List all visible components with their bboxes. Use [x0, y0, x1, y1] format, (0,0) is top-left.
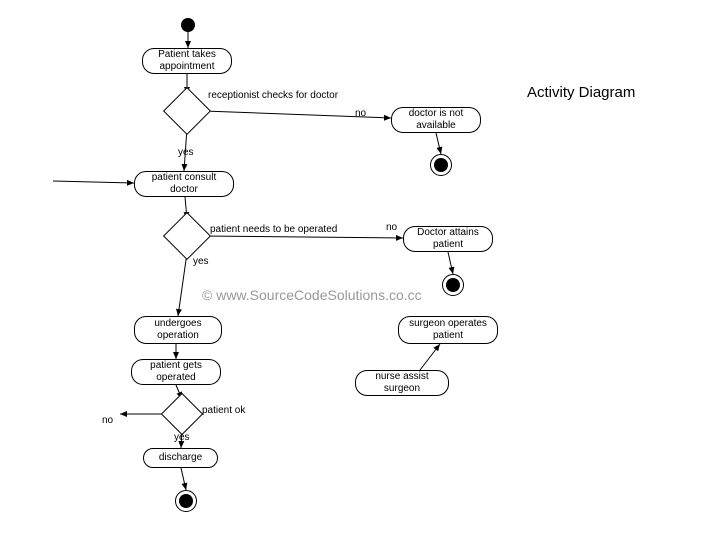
activity-node: surgeon operates patient: [398, 316, 498, 344]
activity-node: nurse assist surgeon: [355, 370, 449, 396]
edge-label: no: [102, 415, 113, 426]
activity-node: patient gets operated: [131, 359, 221, 385]
edge-label: no: [386, 222, 397, 233]
watermark-text: © www.SourceCodeSolutions.co.cc: [202, 287, 422, 303]
edge: [204, 236, 403, 238]
initial-node: [181, 18, 195, 32]
activity-node: doctor is not available: [391, 107, 481, 133]
activity-node: Patient takes appointment: [142, 48, 232, 74]
decision-node: [163, 87, 211, 135]
diagram-title: Activity Diagram: [527, 84, 635, 101]
edge-label: no: [355, 108, 366, 119]
edge: [178, 253, 187, 316]
edge: [448, 252, 453, 274]
edge-label: yes: [193, 256, 209, 267]
decision-label: patient ok: [202, 405, 245, 416]
edge: [53, 181, 134, 183]
final-node-inner: [446, 278, 460, 292]
final-node-inner: [434, 158, 448, 172]
edge: [181, 468, 186, 490]
edge: [436, 133, 441, 154]
activity-node: discharge: [143, 448, 218, 468]
decision-label: patient needs to be operated: [210, 224, 337, 235]
decision-node: [161, 393, 203, 435]
activity-node: undergoes operation: [134, 316, 222, 344]
edges-layer: [0, 0, 720, 540]
decision-label: receptionist checks for doctor: [208, 90, 338, 101]
activity-node: Doctor attains patient: [403, 226, 493, 252]
edge-label: yes: [178, 147, 194, 158]
final-node-inner: [179, 494, 193, 508]
edge-label: yes: [174, 432, 190, 443]
activity-node: patient consult doctor: [134, 171, 234, 197]
decision-node: [163, 212, 211, 260]
edge: [420, 344, 440, 370]
